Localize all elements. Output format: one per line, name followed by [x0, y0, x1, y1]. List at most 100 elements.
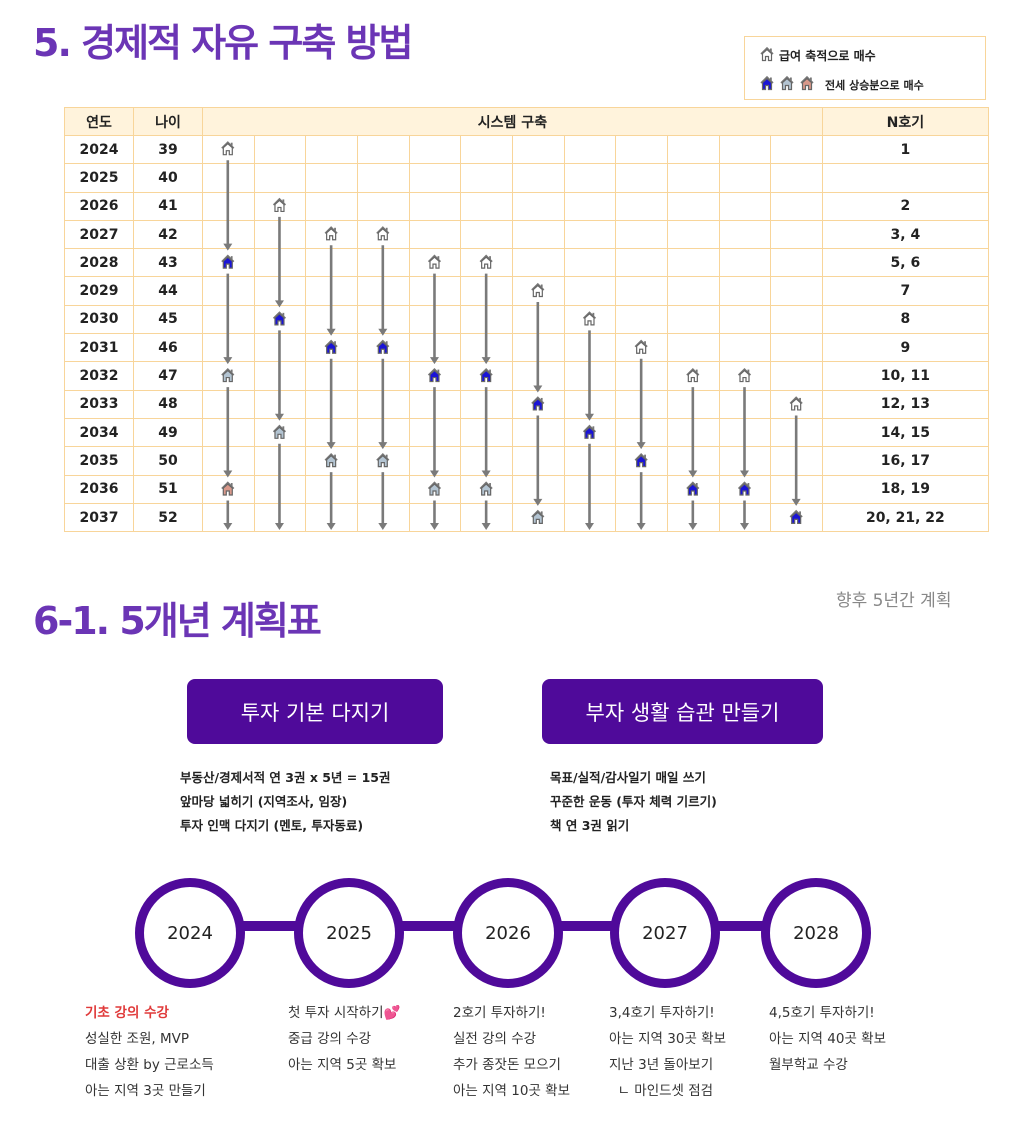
system-cell: [563, 304, 617, 335]
system-cell: [202, 191, 255, 221]
list-item: 꾸준한 운동 (투자 체력 기르기): [550, 794, 717, 809]
system-cell: [666, 446, 720, 476]
timeline-items: 기초 강의 수강 성실한 조원, MVP 대출 상환 by 근로소득 아는 지역 3곳…: [85, 1000, 214, 1104]
system-cell: [305, 219, 358, 250]
header-year: 연도: [64, 107, 134, 136]
system-cell: [511, 417, 565, 448]
system-cell: [305, 417, 358, 448]
system-cell: [356, 417, 410, 448]
timeline-item: 첫 투자 시작하기💕: [288, 1005, 401, 1021]
system-cell: [408, 474, 462, 504]
system-cell: [563, 191, 617, 221]
system-cell: [563, 417, 617, 448]
system-cell: [511, 163, 565, 193]
timeline-item: 2호기 투자하기!: [453, 1005, 546, 1021]
system-cell: [718, 333, 772, 363]
system-cell: [615, 276, 668, 306]
timeline-year-circle: 2027: [610, 878, 720, 988]
system-cell: [408, 163, 462, 193]
header-n: N호기: [821, 107, 989, 136]
system-cell: [666, 417, 720, 448]
system-cell: [460, 134, 513, 165]
table-row: 2025 40: [64, 163, 989, 193]
n-cell: 9: [821, 333, 989, 363]
n-cell: 18, 19: [821, 474, 989, 504]
timeline-year-circle: 2028: [761, 878, 871, 988]
timeline-item: ㄴ 마인드셋 점검: [609, 1083, 714, 1099]
table-row: 2029 44 7: [64, 276, 989, 306]
timeline-year-circle: 2025: [294, 878, 404, 988]
year-cell: 2033: [64, 389, 134, 419]
house-blue-icon: [759, 75, 775, 94]
system-cell: [563, 361, 617, 391]
table-row: 2031 46 9: [64, 333, 989, 363]
timeline-item: 4,5호기 투자하기!: [769, 1005, 875, 1021]
system-cell: [253, 333, 307, 363]
system-cell: [202, 502, 255, 533]
system-cell: [253, 389, 307, 419]
system-cell: [305, 474, 358, 504]
system-cell: [563, 248, 617, 278]
system-cell: [511, 446, 565, 476]
table-row: 2028 43 5, 6: [64, 248, 989, 278]
age-cell: 42: [133, 219, 203, 250]
house-outline-icon: [759, 46, 775, 65]
age-cell: 43: [133, 248, 203, 278]
system-cell: [305, 248, 358, 278]
timeline-year-circle: 2026: [453, 878, 563, 988]
system-cell: [718, 502, 772, 533]
system-cell: [511, 219, 565, 250]
n-cell: 5, 6: [821, 248, 989, 278]
system-cell: [408, 446, 462, 476]
system-cell: [770, 474, 823, 504]
system-cell: [666, 191, 720, 221]
system-cell: [356, 163, 410, 193]
system-cell: [305, 446, 358, 476]
legend: 급여 축적으로 매수 전세 상승분으로 매수: [744, 36, 986, 100]
system-cell: [615, 248, 668, 278]
system-cell: [356, 304, 410, 335]
list-item: 목표/실적/감사일기 매일 쓰기: [550, 770, 706, 785]
system-cell: [718, 417, 772, 448]
age-cell: 51: [133, 474, 203, 504]
system-cell: [718, 474, 772, 504]
table-row: 2033 48 12, 13: [64, 389, 989, 419]
system-cell: [511, 333, 565, 363]
system-cell: [356, 502, 410, 533]
system-cell: [666, 276, 720, 306]
system-cell: [305, 276, 358, 306]
system-cell: [666, 389, 720, 419]
system-cell: [356, 248, 410, 278]
system-cell: [770, 333, 823, 363]
system-cell: [615, 389, 668, 419]
system-cell: [770, 219, 823, 250]
system-cell: [563, 276, 617, 306]
timeline-items: 4,5호기 투자하기! 아는 지역 40곳 확보 월부학교 수강: [769, 1000, 886, 1078]
system-cell: [202, 276, 255, 306]
system-cell: [253, 417, 307, 448]
plan-note: 향후 5년간 계획: [836, 591, 952, 611]
n-cell: 10, 11: [821, 361, 989, 391]
system-cell: [460, 163, 513, 193]
n-cell: 2: [821, 191, 989, 221]
system-cell: [666, 163, 720, 193]
system-cell: [511, 191, 565, 221]
system-cell: [408, 304, 462, 335]
system-cell: [460, 304, 513, 335]
system-cell: [615, 417, 668, 448]
system-cell: [253, 191, 307, 221]
n-cell: 7: [821, 276, 989, 306]
year-cell: 2037: [64, 502, 134, 533]
system-cell: [202, 333, 255, 363]
system-cell: [563, 163, 617, 193]
system-cell: [770, 248, 823, 278]
system-cell: [356, 389, 410, 419]
system-cell: [615, 474, 668, 504]
section6-title: 6-1. 5개년 계획표: [33, 599, 322, 643]
system-cell: [718, 134, 772, 165]
system-cell: [615, 163, 668, 193]
system-cell: [770, 134, 823, 165]
system-cell: [666, 304, 720, 335]
system-cell: [408, 134, 462, 165]
goal-rich-habits: 부자 생활 습관 만들기: [542, 679, 823, 744]
